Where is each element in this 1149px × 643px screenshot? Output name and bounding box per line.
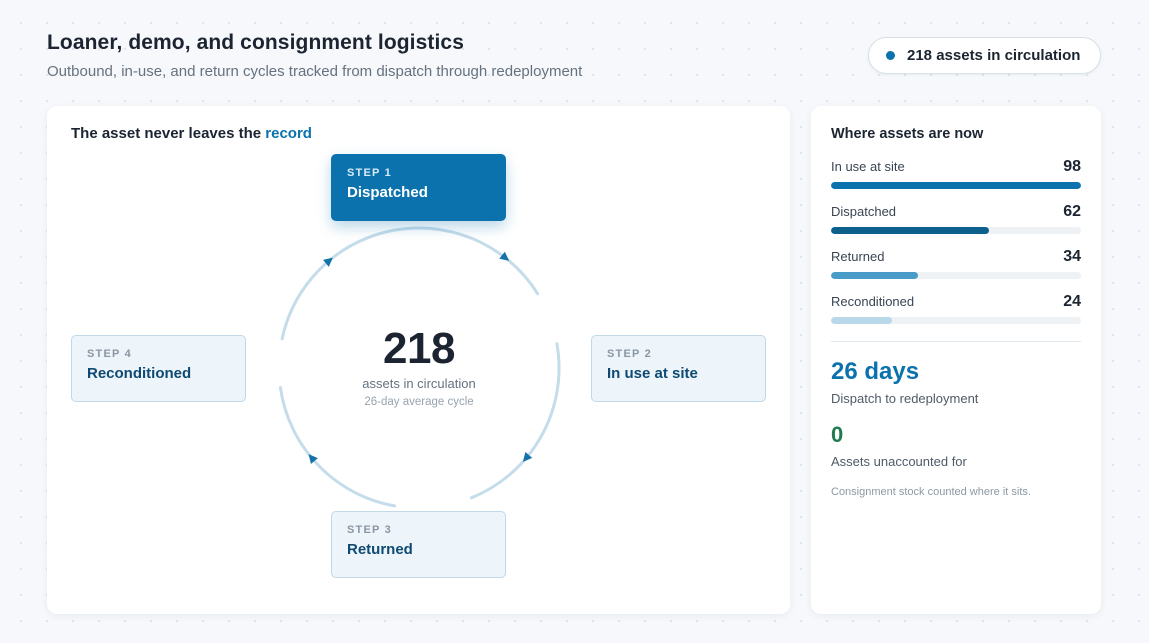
cycle-heading: The asset never leaves the record	[71, 125, 312, 142]
flow-arrow-icon	[323, 257, 333, 267]
step-number: STEP 2	[607, 348, 652, 360]
panel-footnote: Consignment stock counted where it sits.	[831, 486, 1031, 498]
row-label: In use at site	[831, 159, 905, 174]
step-label: Returned	[347, 541, 413, 558]
cycle-diagram-card: The asset never leaves the record STEP 1…	[47, 106, 790, 614]
progress-track	[831, 182, 1081, 189]
ring-arc-segment	[278, 386, 397, 508]
step-dispatched[interactable]: STEP 1 Dispatched	[331, 154, 506, 221]
cycle-ring	[278, 226, 561, 508]
ring-arcs	[278, 226, 561, 508]
panel-heading: Where assets are now	[831, 126, 984, 142]
step-reconditioned[interactable]: STEP 4 Reconditioned	[71, 335, 246, 402]
progress-fill	[831, 182, 1081, 189]
ring-arrows	[308, 251, 533, 464]
step-label: Reconditioned	[87, 365, 192, 382]
circulation-status-pill: 218 assets in circulation	[868, 37, 1101, 74]
page-subtitle: Outbound, in-use, and return cycles trac…	[47, 63, 583, 80]
progress-track	[831, 272, 1081, 279]
step-number: STEP 4	[87, 348, 132, 360]
step-label: In use at site	[607, 365, 698, 382]
cycle-heading-text: The asset never leaves the	[71, 125, 266, 142]
step-number: STEP 1	[347, 167, 392, 179]
cycle-duration-value: 26 days	[831, 358, 920, 385]
progress-track	[831, 227, 1081, 234]
step-label: Dispatched	[347, 184, 428, 201]
unaccounted-label: Assets unaccounted for	[831, 454, 967, 469]
step-returned[interactable]: STEP 3 Returned	[331, 511, 506, 578]
row-value: 62	[1063, 203, 1081, 220]
flow-arrow-icon	[499, 251, 510, 261]
flow-arrow-icon	[522, 452, 533, 462]
step-in-use-at-site[interactable]: STEP 2 In use at site	[591, 335, 766, 402]
row-label: Returned	[831, 249, 885, 264]
progress-fill	[831, 317, 893, 324]
status-row-dispatched: Dispatched 62	[831, 203, 1081, 234]
progress-fill	[831, 227, 990, 234]
panel-divider	[831, 341, 1081, 342]
unaccounted-value: 0	[831, 422, 844, 447]
step-number: STEP 3	[347, 524, 392, 536]
status-row-in-use: In use at site 98	[831, 158, 1081, 189]
row-value: 34	[1063, 248, 1081, 265]
status-row-returned: Returned 34	[831, 248, 1081, 279]
row-value: 24	[1063, 293, 1081, 310]
ring-arc-segment	[280, 236, 369, 341]
row-label: Reconditioned	[831, 294, 915, 309]
status-row-reconditioned: Reconditioned 24	[831, 293, 1081, 324]
cycle-duration-label: Dispatch to redeployment	[831, 391, 979, 406]
status-pill-text: 218 assets in circulation	[907, 47, 1081, 64]
page-title: Loaner, demo, and consignment logistics	[47, 31, 464, 54]
cycle-heading-accent: record	[265, 125, 312, 142]
progress-track	[831, 317, 1081, 324]
ring-arc-segment	[469, 342, 561, 500]
row-label: Dispatched	[831, 204, 897, 219]
progress-fill	[831, 272, 918, 279]
row-value: 98	[1063, 158, 1081, 175]
center-total-label: assets in circulation	[362, 376, 476, 391]
asset-location-panel: Where assets are now In use at site 98 D…	[811, 106, 1101, 614]
center-total-value: 218	[383, 324, 455, 373]
flow-arrow-icon	[308, 454, 318, 464]
status-dot-icon	[886, 51, 895, 60]
center-cycle-note: 26-day average cycle	[364, 396, 474, 408]
ring-arc-segment	[365, 226, 540, 296]
